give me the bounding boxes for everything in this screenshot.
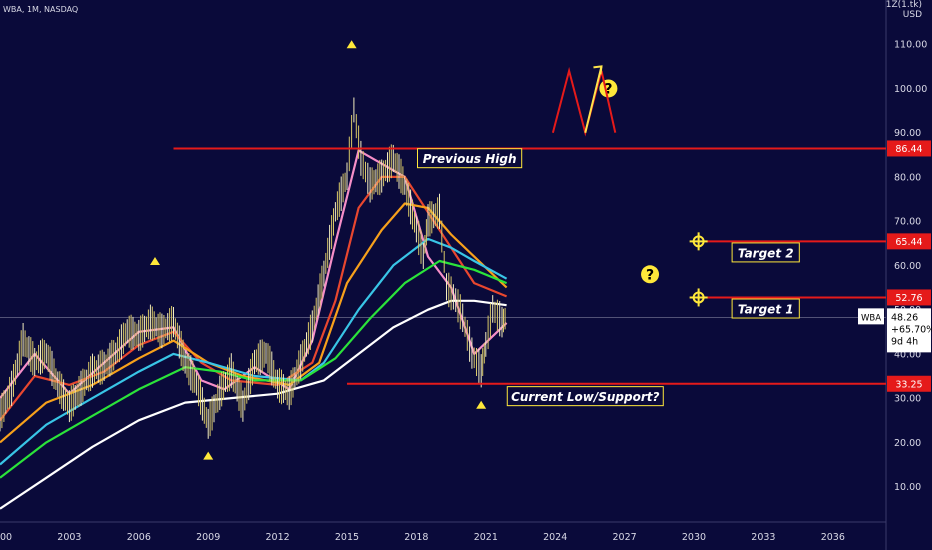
triangle-marker [346, 40, 357, 49]
currency-label: 1Z(1.tk) USD [886, 0, 922, 20]
triangle-marker [149, 257, 160, 265]
question-mark-glyph: ? [604, 81, 612, 97]
annotation-box [731, 298, 800, 319]
annotation-label: Previous High [423, 152, 517, 166]
annotation-label: Target 2 [738, 246, 794, 260]
x-tick-label: 2006 [127, 532, 151, 543]
triangle-marker [203, 451, 214, 460]
price-axis-panel [886, 0, 932, 550]
level-price-label: 52.76 [895, 293, 922, 304]
y-tick-label: 90.00 [894, 128, 921, 139]
question-mark-glyph: ? [646, 267, 654, 283]
currency-unit-label: USD [902, 10, 922, 20]
x-tick-label: 2003 [57, 532, 81, 543]
x-tick-label: 2036 [821, 532, 845, 543]
symbol-label: WBA, 1M, NASDAQ [3, 5, 79, 14]
x-tick-label: 2000 [0, 532, 12, 543]
x-tick-label: 2015 [335, 532, 359, 543]
level-price-tag [887, 375, 931, 392]
current-price-symbol-tag [858, 308, 884, 325]
level-price-label: 65.44 [895, 237, 922, 248]
question-mark-icon [641, 265, 660, 284]
y-tick-label: 10.00 [894, 482, 921, 493]
x-tick-label: 2024 [543, 532, 567, 543]
level-price-label: 86.44 [895, 144, 922, 155]
zigzag-arrow-head [593, 65, 603, 75]
level-price-tag [887, 140, 931, 157]
zigzag-arrow-line [584, 66, 603, 133]
current-price-tag [887, 308, 931, 353]
target-crosshair-icon [689, 232, 708, 251]
current-price-change: +65.70% [891, 324, 932, 335]
annotation-label: Target 1 [738, 303, 794, 317]
level-price-tag [887, 289, 931, 306]
y-tick-label: 110.00 [894, 40, 927, 51]
x-tick-label: 2027 [613, 532, 637, 543]
y-tick-label: 20.00 [894, 438, 921, 449]
current-price-symbol: WBA [861, 313, 881, 323]
moving-average-line [0, 149, 508, 399]
moving-average-line [0, 299, 507, 510]
level-price-tag [887, 233, 931, 250]
y-tick-label: 100.00 [894, 84, 927, 95]
y-tick-label: 80.00 [894, 172, 921, 183]
x-tick-label: 2018 [404, 532, 428, 543]
currency-top-label: 1Z(1.tk) [885, 0, 922, 10]
y-tick-label: 30.00 [894, 394, 921, 405]
annotation-box [731, 242, 800, 263]
x-tick-label: 2021 [474, 532, 498, 543]
target-crosshair-icon [689, 288, 708, 307]
current-price-value: 48.26 [891, 312, 918, 323]
triangle-marker [476, 400, 487, 409]
y-tick-label: 60.00 [894, 261, 921, 272]
y-tick-label: 40.00 [894, 349, 921, 360]
level-price-label: 33.25 [895, 379, 922, 390]
price-series [0, 97, 506, 439]
x-tick-label: 2012 [266, 532, 290, 543]
x-tick-label: 2009 [196, 532, 220, 543]
moving-average-line [0, 237, 508, 466]
x-tick-label: 2030 [682, 532, 706, 543]
annotation-label: Current Low/Support? [511, 390, 659, 404]
annotation-box [417, 148, 523, 169]
x-tick-label: 2033 [751, 532, 775, 543]
current-price-countdown: 9d 4h [891, 336, 918, 347]
annotation-box [506, 386, 664, 407]
y-tick-label: 70.00 [894, 217, 921, 228]
